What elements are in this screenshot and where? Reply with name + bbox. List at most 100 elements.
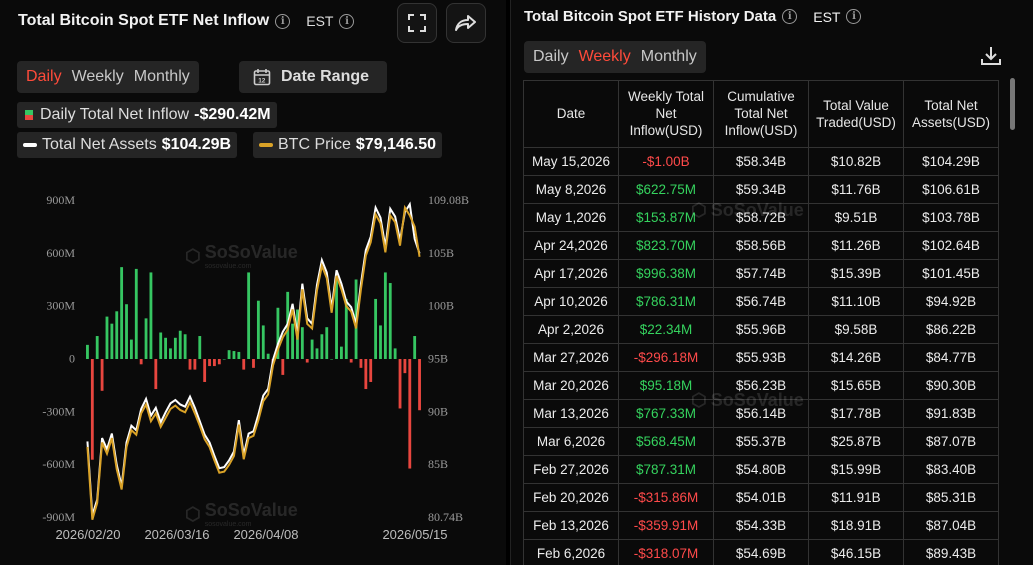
download-icon xyxy=(981,47,1001,65)
cell-assets: $84.77B xyxy=(903,343,999,372)
inflow-bar-negative xyxy=(349,359,353,363)
cell-traded: $18.91B xyxy=(808,511,904,540)
inflow-chart[interactable]: 900M 600M 300M 0 -300M -600M -900M 109.08B 105B 1… xyxy=(0,185,506,550)
inflow-bar-negative xyxy=(203,359,207,382)
cell-assets: $87.07B xyxy=(903,427,999,456)
cell-traded: $9.51B xyxy=(808,203,904,232)
cell-cumulative: $54.01B xyxy=(713,483,809,512)
inflow-bar-positive xyxy=(325,327,329,359)
x-tick-label: 2026/03/16 xyxy=(144,527,209,542)
cell-weekly-inflow: $22.34M xyxy=(618,315,714,344)
share-icon xyxy=(455,15,476,31)
tab-monthly[interactable]: Monthly xyxy=(133,68,190,85)
inflow-bar-positive xyxy=(86,344,89,359)
tab-daily[interactable]: Daily xyxy=(533,48,569,65)
table-row[interactable]: Feb 6,2026 -$318.07M $54.69B $46.15B $89.43B xyxy=(523,539,999,565)
table-row[interactable]: May 15,2026 -$1.00B $58.34B $10.82B $104.29B xyxy=(523,147,999,176)
table-row[interactable]: Mar 13,2026 $767.33M $56.14B $17.78B $91.83B xyxy=(523,399,999,428)
tab-weekly[interactable]: Weekly xyxy=(578,48,631,65)
table-row[interactable]: Apr 2,2026 $22.34M $55.96B $9.58B $86.22B xyxy=(523,315,999,344)
inflow-bar-positive xyxy=(120,267,124,359)
legend-assets[interactable]: Total Net Assets $104.29B xyxy=(17,132,238,158)
inflow-bar-positive xyxy=(383,272,387,359)
legend-inflow[interactable]: Daily Total Net Inflow -$290.42M xyxy=(17,102,277,128)
info-icon[interactable]: i xyxy=(275,13,291,29)
table-row[interactable]: Apr 10,2026 $786.31M $56.74B $11.10B $94.92B xyxy=(523,287,999,316)
inflow-bar-positive xyxy=(300,327,304,359)
cell-cumulative: $56.74B xyxy=(713,287,809,316)
fullscreen-button[interactable] xyxy=(397,3,437,43)
inflow-bar-positive xyxy=(266,353,270,359)
table-row[interactable]: Feb 13,2026 -$359.91M $54.33B $18.91B $87.04… xyxy=(523,511,999,540)
inflow-bar-negative xyxy=(90,359,94,460)
y-right-tick-label: 95B xyxy=(428,352,448,366)
cell-assets: $101.45B xyxy=(903,259,999,288)
timezone-label: EST xyxy=(813,8,841,25)
cell-assets: $89.43B xyxy=(903,539,999,565)
col-header-weekly-inflow[interactable]: Weekly Total Net Inflow(USD) xyxy=(618,81,714,148)
cell-traded: $15.99B xyxy=(808,455,904,484)
table-scrollbar[interactable] xyxy=(1010,78,1015,130)
y-right-tick-label: 85B xyxy=(428,457,448,471)
inflow-bar-negative xyxy=(139,359,143,365)
table-row[interactable]: Feb 27,2026 $787.31M $54.80B $15.99B $83.40B xyxy=(523,455,999,484)
y-left-tick-label: -900M xyxy=(42,510,75,524)
table-row[interactable]: Mar 6,2026 $568.45M $55.37B $25.87B $87.07B xyxy=(523,427,999,456)
cell-cumulative: $58.72B xyxy=(713,203,809,232)
table-row[interactable]: May 1,2026 $153.87M $58.72B $9.51B $103.78B xyxy=(523,203,999,232)
table-row[interactable]: May 8,2026 $622.75M $59.34B $11.76B $106.61B xyxy=(523,175,999,204)
cell-assets: $104.29B xyxy=(903,147,999,176)
download-button[interactable] xyxy=(979,44,1005,70)
inflow-bar-positive xyxy=(256,300,260,359)
cell-traded: $11.91B xyxy=(808,483,904,512)
inflow-bar-positive xyxy=(227,350,231,359)
table-row[interactable]: Apr 24,2026 $823.70M $58.56B $11.26B $102.64… xyxy=(523,231,999,260)
y-right-tick-label: 100B xyxy=(428,299,454,313)
info-icon[interactable]: i xyxy=(782,9,798,24)
cell-weekly-inflow: $568.45M xyxy=(618,427,714,456)
y-left-tick-label: 300M xyxy=(46,299,75,313)
chart-title: Total Bitcoin Spot ETF Net Inflow xyxy=(18,12,270,29)
chart-title-row: Total Bitcoin Spot ETF Net Inflow i EST … xyxy=(18,12,355,30)
cell-date: May 15,2026 xyxy=(523,147,619,176)
tab-weekly[interactable]: Weekly xyxy=(71,68,124,85)
inflow-bar-positive xyxy=(173,337,177,359)
timezone-info-icon[interactable]: i xyxy=(846,9,862,24)
table-row[interactable]: Mar 20,2026 $95.18M $56.23B $15.65B $90.30B xyxy=(523,371,999,400)
col-header-assets[interactable]: Total Net Assets(USD) xyxy=(903,81,999,148)
table-row[interactable]: Apr 17,2026 $996.38M $57.74B $15.39B $101.45… xyxy=(523,259,999,288)
col-header-date[interactable]: Date xyxy=(523,81,619,148)
legend-btc[interactable]: BTC Price $79,146.50 xyxy=(253,132,442,158)
date-range-button[interactable]: 12 Date Range xyxy=(239,61,387,93)
cell-weekly-inflow: $622.75M xyxy=(618,175,714,204)
cell-traded: $15.65B xyxy=(808,371,904,400)
net-inflow-panel: Total Bitcoin Spot ETF Net Inflow i EST … xyxy=(0,0,506,565)
timezone-info-icon[interactable]: i xyxy=(339,13,355,29)
cell-date: May 1,2026 xyxy=(523,203,619,232)
inflow-bar-positive xyxy=(222,359,226,360)
col-header-cumulative[interactable]: Cumulative Total Net Inflow(USD) xyxy=(713,81,809,148)
inflow-bar-positive xyxy=(413,336,417,359)
cell-traded: $15.39B xyxy=(808,259,904,288)
cell-traded: $11.76B xyxy=(808,175,904,204)
inflow-bar-negative xyxy=(364,359,368,390)
cell-date: Feb 20,2026 xyxy=(523,483,619,512)
tab-monthly[interactable]: Monthly xyxy=(640,48,697,65)
table-row[interactable]: Mar 27,2026 -$296.18M $55.93B $14.26B $84.77… xyxy=(523,343,999,372)
share-button[interactable] xyxy=(446,3,486,43)
inflow-bar-positive xyxy=(315,348,319,359)
table-row[interactable]: Feb 20,2026 -$315.86M $54.01B $11.91B $85.31… xyxy=(523,483,999,512)
inflow-bar-positive xyxy=(134,268,138,359)
cell-assets: $87.04B xyxy=(903,511,999,540)
inflow-bar-positive xyxy=(261,325,265,359)
cell-date: Mar 27,2026 xyxy=(523,343,619,372)
inflow-bar-positive xyxy=(159,332,163,359)
col-header-traded[interactable]: Total Value Traded(USD) xyxy=(808,81,904,148)
history-table: Date Weekly Total Net Inflow(USD) Cumula… xyxy=(523,81,999,565)
legend-assets-value: $104.29B xyxy=(161,136,232,153)
cell-weekly-inflow: $153.87M xyxy=(618,203,714,232)
history-table-wrap[interactable]: Date Weekly Total Net Inflow(USD) Cumula… xyxy=(523,80,999,565)
cell-traded: $17.78B xyxy=(808,399,904,428)
tab-daily[interactable]: Daily xyxy=(26,68,62,85)
cell-assets: $91.83B xyxy=(903,399,999,428)
